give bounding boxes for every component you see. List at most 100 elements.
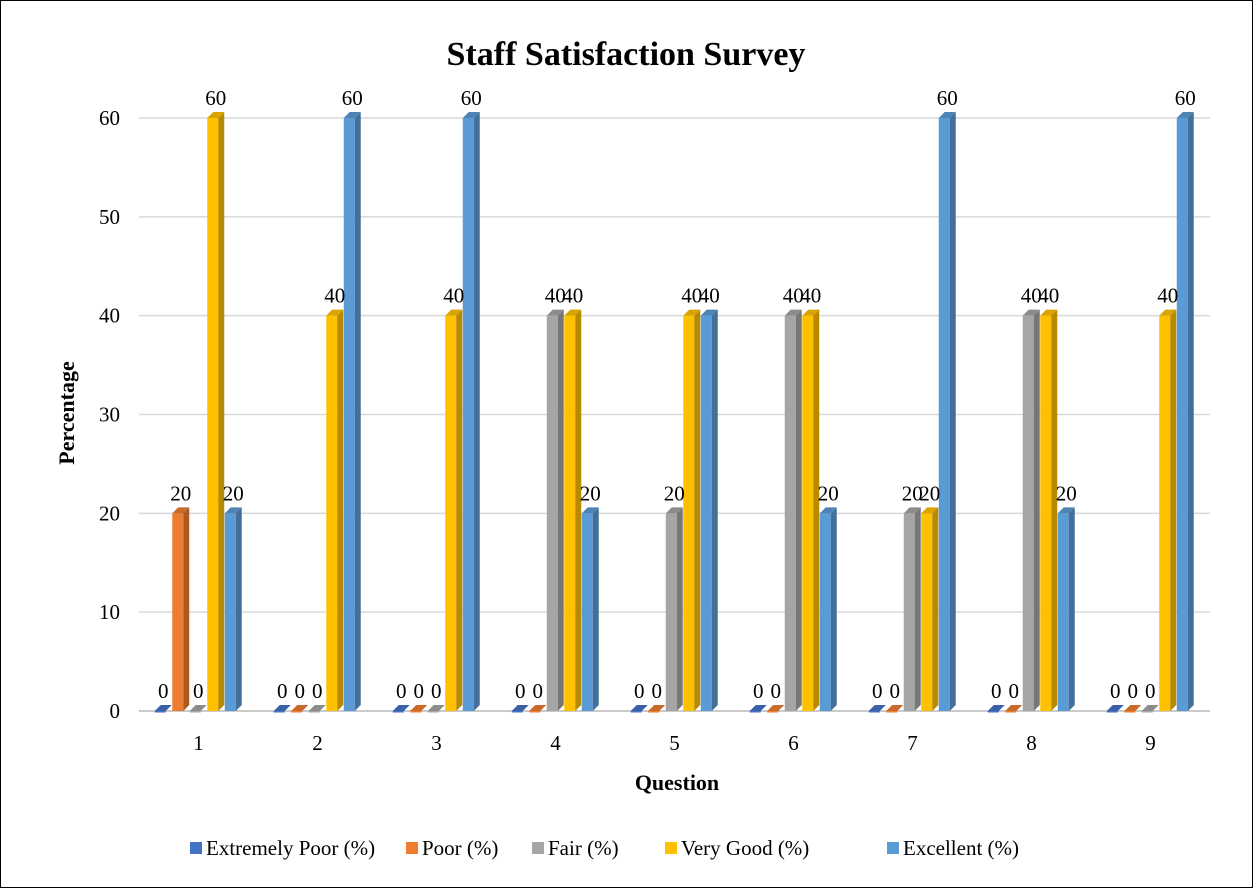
- bar-front: [1176, 118, 1188, 711]
- x-tick-label: 2: [312, 731, 323, 755]
- bar-side: [337, 309, 344, 711]
- bar-top: [308, 705, 326, 711]
- bar-top: [546, 309, 564, 316]
- data-label: 40: [545, 284, 566, 308]
- bar-side: [830, 507, 837, 711]
- bar-top: [410, 705, 428, 711]
- bar: [462, 112, 480, 711]
- legend-label: Excellent (%): [903, 836, 1019, 860]
- bar-top: [683, 309, 701, 316]
- x-tick-label: 8: [1026, 731, 1037, 755]
- bar-front: [1106, 711, 1118, 713]
- bar-side: [1068, 507, 1075, 711]
- bar-top: [802, 309, 820, 316]
- data-label: 60: [461, 86, 482, 110]
- bar-top: [462, 112, 480, 118]
- data-label: 20: [170, 481, 191, 505]
- bar: [564, 309, 582, 711]
- bar-front: [511, 711, 523, 713]
- bar: [1159, 309, 1177, 711]
- bar: [767, 705, 785, 713]
- bar-top: [1176, 112, 1194, 118]
- y-axis-label: Percentage: [54, 361, 79, 465]
- bar: [819, 507, 837, 711]
- bar-side: [456, 309, 463, 711]
- bar: [784, 309, 802, 711]
- bar: [903, 507, 921, 711]
- bar: [802, 309, 820, 711]
- bar: [326, 309, 344, 711]
- bar: [630, 705, 648, 713]
- legend-label: Poor (%): [422, 836, 498, 860]
- bar-front: [868, 711, 880, 713]
- bar-front: [529, 711, 541, 713]
- y-tick-label: 20: [99, 501, 120, 525]
- bar-top: [224, 507, 242, 514]
- bar-side: [932, 507, 939, 711]
- bar-side: [676, 507, 683, 711]
- bar-front: [189, 711, 201, 713]
- data-label: 0: [312, 679, 323, 703]
- bar-front: [224, 513, 236, 711]
- bar-top: [819, 507, 837, 514]
- bar-top: [987, 705, 1005, 711]
- data-label: 0: [1110, 679, 1121, 703]
- x-tick-label: 4: [550, 731, 561, 755]
- bar-front: [291, 711, 303, 713]
- x-tick-label: 1: [193, 731, 204, 755]
- data-label: 0: [414, 679, 425, 703]
- bar-side: [795, 309, 802, 711]
- bar: [1040, 309, 1058, 711]
- bar-front: [630, 711, 642, 713]
- bar: [1005, 705, 1023, 713]
- data-label: 40: [1157, 284, 1178, 308]
- legend-swatch: [665, 842, 677, 854]
- bar-top: [172, 507, 190, 514]
- bar-front: [784, 315, 796, 711]
- bar-front: [154, 711, 166, 713]
- bar-front: [581, 513, 593, 711]
- bar: [1022, 309, 1040, 711]
- data-label: 20: [223, 481, 244, 505]
- bar-top: [343, 112, 361, 118]
- bar-front: [938, 118, 950, 711]
- bar-top: [1040, 309, 1058, 316]
- y-tick-label: 30: [99, 403, 120, 427]
- bar-side: [218, 112, 225, 711]
- bar-top: [648, 705, 666, 711]
- data-label: 60: [937, 86, 958, 110]
- y-tick-label: 60: [99, 106, 120, 130]
- y-axis-ticks: 0 10 20 30 40 50 60: [99, 106, 120, 723]
- bar: [683, 309, 701, 711]
- y-tick-label: 0: [110, 699, 121, 723]
- bar-front: [172, 513, 184, 711]
- data-label: 0: [771, 679, 782, 703]
- bar-front: [1022, 315, 1034, 711]
- bar-top: [767, 705, 785, 711]
- bar-front: [665, 513, 677, 711]
- x-axis-label: Question: [635, 770, 719, 795]
- bar: [1106, 705, 1124, 713]
- x-tick-label: 5: [669, 731, 680, 755]
- bar-top: [868, 705, 886, 711]
- data-label: 20: [664, 481, 685, 505]
- data-label: 0: [634, 679, 645, 703]
- bar-front: [683, 315, 695, 711]
- bar: [1176, 112, 1194, 711]
- x-tick-label: 9: [1145, 731, 1156, 755]
- data-label: 40: [562, 284, 583, 308]
- bar: [427, 705, 445, 713]
- data-label: 0: [890, 679, 901, 703]
- bar-side: [1187, 112, 1194, 711]
- data-label: 20: [902, 481, 923, 505]
- legend-swatch: [406, 842, 418, 854]
- legend-label: Fair (%): [548, 836, 619, 860]
- data-label: 40: [1021, 284, 1042, 308]
- bar-front: [1005, 711, 1017, 713]
- legend-label: Very Good (%): [681, 836, 809, 860]
- bar-side: [183, 507, 190, 711]
- bar-top: [749, 705, 767, 711]
- bars: [154, 112, 1194, 713]
- bar-top: [529, 705, 547, 711]
